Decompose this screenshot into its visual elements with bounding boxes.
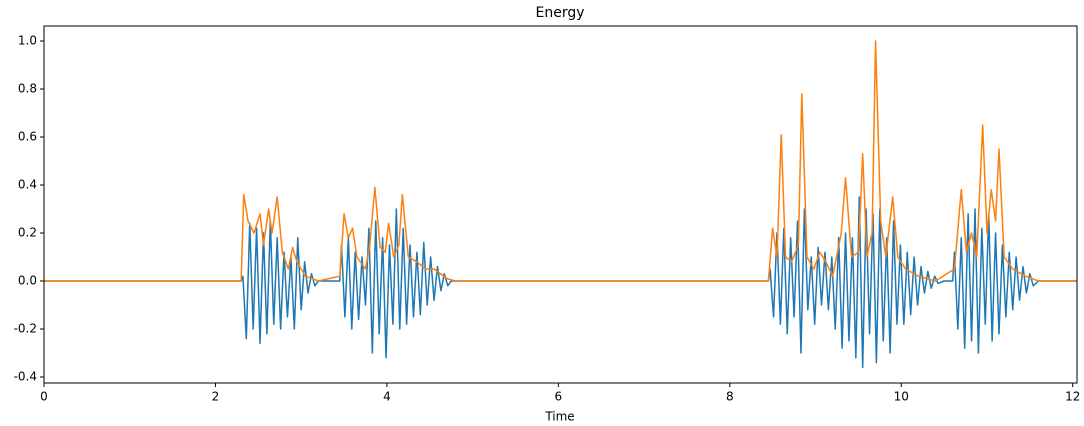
x-tick-label: 2 [212,390,220,404]
chart-title: Energy [535,5,584,21]
axes-frame [43,25,1078,384]
x-tick-label: 6 [555,390,563,404]
y-tick-label: 0.4 [18,178,37,192]
x-tick-label: 8 [726,390,734,404]
y-tick-label: 0.0 [18,274,37,288]
x-tick-label: 12 [1065,390,1080,404]
y-tick-label: 0.2 [18,226,37,240]
data-line [44,196,1077,369]
y-tick-label: 0.6 [18,130,37,144]
x-tick-label: 0 [40,390,48,404]
x-tick-label: 10 [894,390,909,404]
y-tick-label: 0.8 [18,82,37,96]
data-line [44,40,1077,282]
y-tick-label: -0.2 [14,322,37,336]
y-tick-label: -0.4 [14,370,37,384]
y-tick-label: 1.0 [18,34,37,48]
plot-area [44,40,1077,369]
x-tick-label: 4 [383,390,391,404]
x-axis-label: Time [544,410,574,424]
